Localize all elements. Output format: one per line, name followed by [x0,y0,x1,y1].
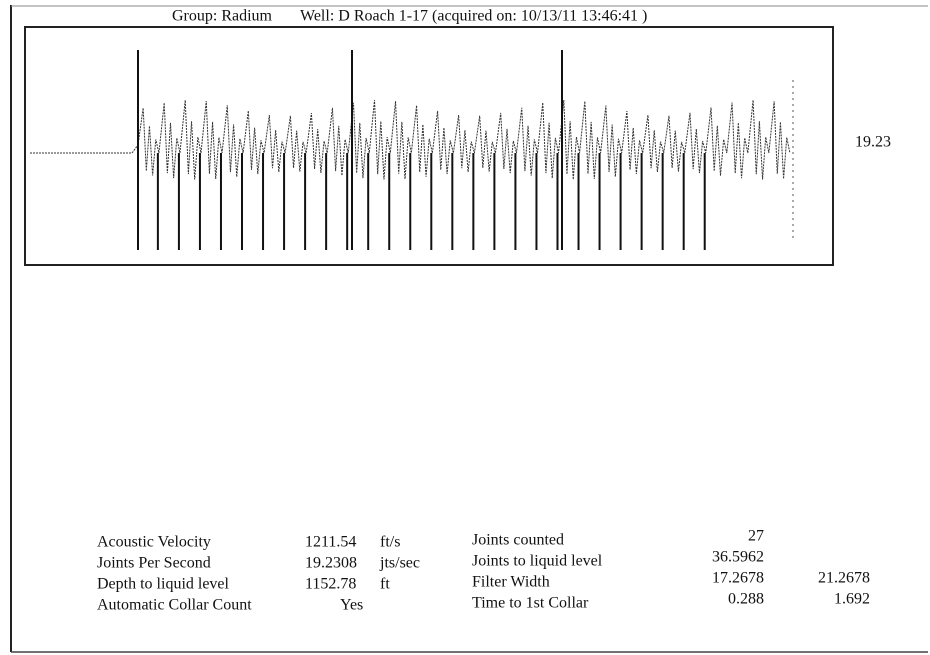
field-label: Acoustic Velocity [97,534,211,551]
field-label: Joints counted [472,532,564,549]
field-value-2: 21.2678 [818,570,870,587]
field-label: Automatic Collar Count [97,597,252,614]
field-label: Depth to liquid level [97,576,230,593]
results-table: Acoustic Velocity 1211.54 ft/s Joints Per S… [97,528,870,614]
field-unit: ft/s [380,534,400,551]
waveform [30,50,794,250]
field-unit: jts/sec [379,555,420,572]
field-value-2: 1.692 [834,591,870,608]
field-value: 1211.54 [305,534,356,551]
group-label: Group: Radium [172,8,273,25]
field-label: Filter Width [472,574,550,591]
field-value: 0.288 [728,591,764,608]
field-label: Joints Per Second [97,555,211,572]
wave-trace [30,100,791,180]
field-label: Joints to liquid level [472,553,603,570]
field-value: Yes [340,597,363,614]
field-unit: ft [380,576,390,593]
side-label: 19.23 [855,134,891,151]
field-value: 19.2308 [305,555,357,572]
field-value: 1152.78 [305,576,356,593]
field-value: 27 [748,528,764,545]
field-value: 17.2678 [712,570,764,587]
field-label: Time to 1st Collar [472,595,589,612]
field-value: 36.5962 [712,549,764,566]
well-label: Well: D Roach 1-17 (acquired on: 10/13/1… [300,8,647,25]
waveform-box [24,26,834,266]
